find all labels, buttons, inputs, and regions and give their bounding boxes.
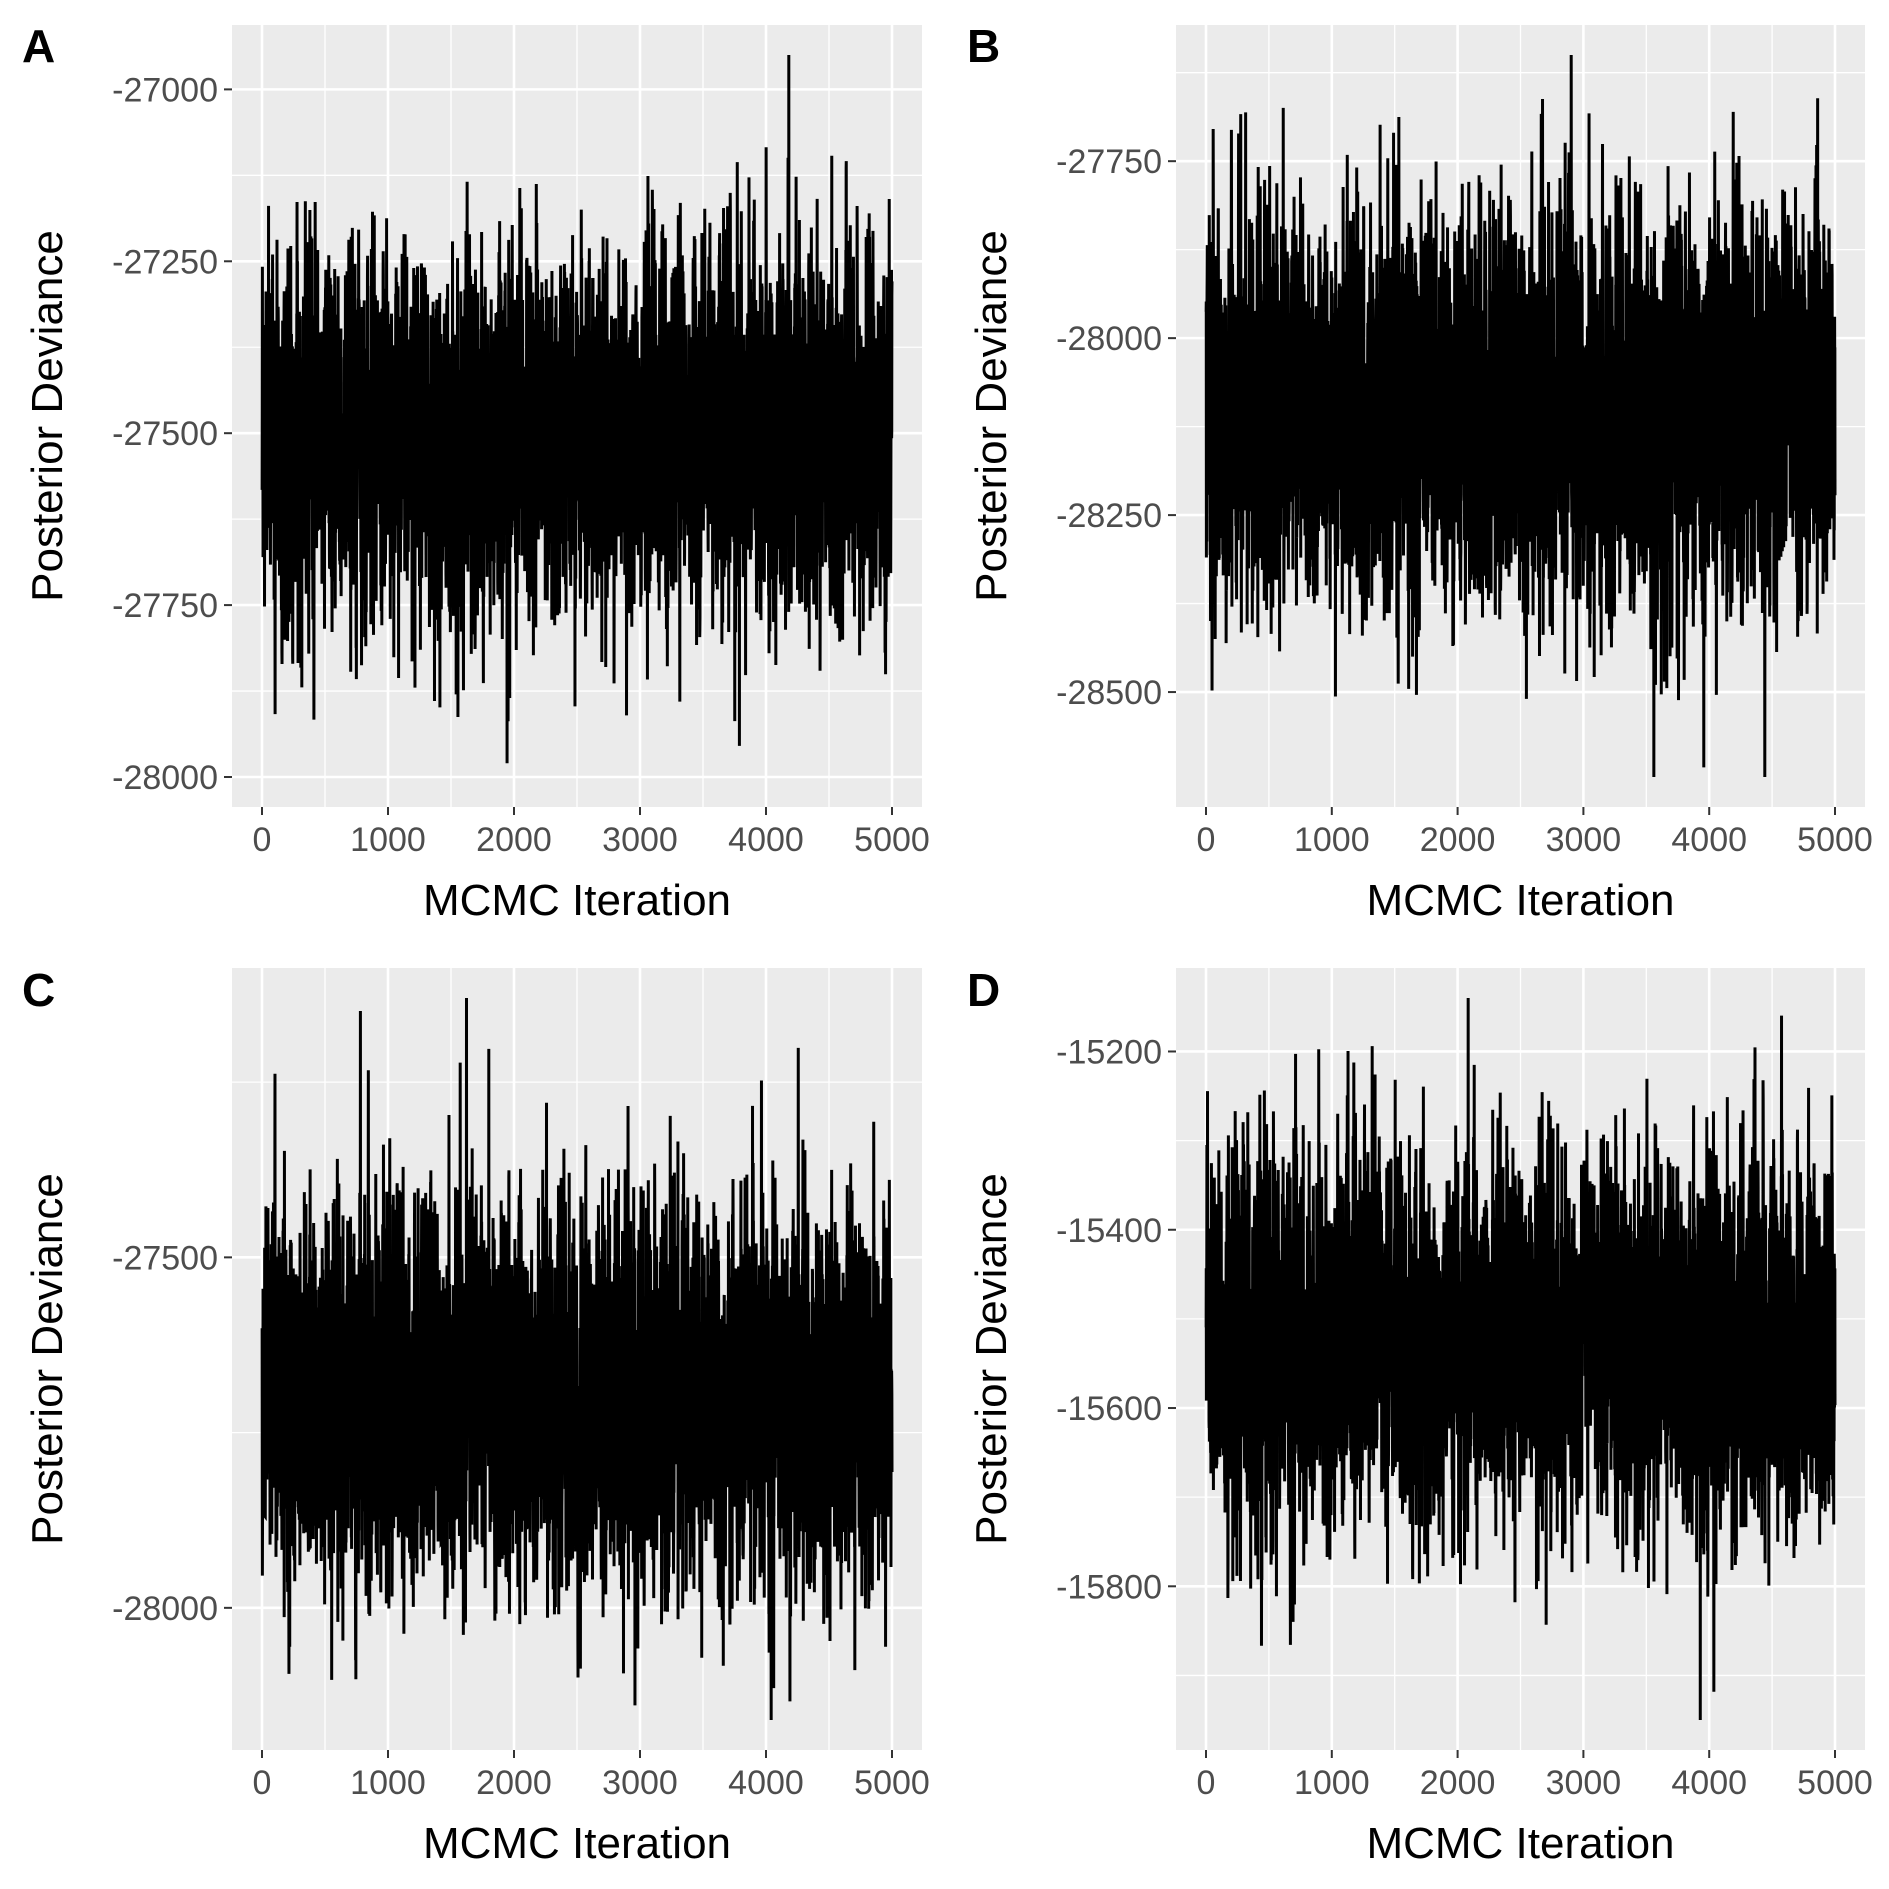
y-tick-label: -28500: [1056, 674, 1162, 712]
x-tick-label: 4000: [728, 821, 804, 859]
y-tick-label: -15200: [1056, 1033, 1162, 1071]
y-axis-title: Posterior Deviance: [23, 1173, 72, 1545]
x-tick-label: 1000: [350, 821, 426, 859]
panel-letter: A: [22, 20, 55, 72]
x-tick-label: 1000: [1294, 821, 1370, 859]
panel-c: 0 1000 2000 3000 4000 5000 -27500 -28000 MCMC It…: [22, 964, 930, 1868]
y-axis-title: Posterior Deviance: [967, 230, 1016, 602]
y-tick-label: -15600: [1056, 1390, 1162, 1428]
x-tick-label: 0: [253, 821, 272, 859]
y-tick-label: -27500: [112, 1239, 218, 1277]
y-tick-label: -28250: [1056, 497, 1162, 535]
x-tick-label: 1000: [1294, 1764, 1370, 1802]
panel-letter: C: [22, 964, 55, 1016]
x-axis-title: MCMC Iteration: [423, 876, 731, 925]
y-tick-label: -15400: [1056, 1212, 1162, 1250]
x-axis-title: MCMC Iteration: [423, 1819, 731, 1868]
x-tick-label: 2000: [1420, 1764, 1496, 1802]
x-tick-label: 3000: [1546, 821, 1622, 859]
x-tick-label: 1000: [350, 1764, 426, 1802]
x-tick-label: 2000: [476, 1764, 552, 1802]
panel-a: 0 1000 2000 3000 4000 5000 -27000 -27250 -27500 -…: [22, 20, 930, 925]
x-tick-label: 2000: [1420, 821, 1496, 859]
y-tick-label: -27750: [1056, 143, 1162, 181]
trace-line: [260, 54, 894, 764]
y-axis-title: Posterior Deviance: [23, 230, 72, 602]
panel-d: 0 1000 2000 3000 4000 5000 -15200 -15400 -15600 -…: [967, 964, 1873, 1868]
x-axis-title: MCMC Iteration: [1366, 1819, 1674, 1868]
x-tick-label: 2000: [476, 821, 552, 859]
x-tick-label: 3000: [602, 821, 678, 859]
trace-line: [260, 997, 894, 1721]
x-axis-title: MCMC Iteration: [1366, 876, 1674, 925]
x-tick-label: 0: [1197, 821, 1216, 859]
panel-letter: B: [967, 20, 1000, 72]
x-tick-label: 4000: [1671, 821, 1747, 859]
y-tick-label: -28000: [1056, 320, 1162, 358]
y-axis-title: Posterior Deviance: [967, 1173, 1016, 1545]
x-tick-label: 4000: [1671, 1764, 1747, 1802]
panel-b: 0 1000 2000 3000 4000 5000 -27750 -28000 -28250 -…: [967, 20, 1873, 925]
y-tick-label: -15800: [1056, 1568, 1162, 1606]
y-tick-label: -27500: [112, 415, 218, 453]
x-tick-label: 4000: [728, 1764, 804, 1802]
y-tick-label: -28000: [112, 759, 218, 797]
x-tick-label: 5000: [1797, 1764, 1873, 1802]
x-tick-label: 5000: [854, 821, 930, 859]
x-tick-label: 3000: [602, 1764, 678, 1802]
y-tick-label: -27750: [112, 587, 218, 625]
x-tick-label: 5000: [854, 1764, 930, 1802]
y-tick-label: -27250: [112, 243, 218, 281]
y-tick-label: -28000: [112, 1590, 218, 1628]
trace-line: [1204, 997, 1837, 1721]
y-tick-label: -27000: [112, 71, 218, 109]
x-tick-label: 0: [1197, 1764, 1216, 1802]
trace-line: [1204, 54, 1837, 778]
panel-letter: D: [967, 964, 1000, 1016]
x-tick-label: 5000: [1797, 821, 1873, 859]
x-tick-label: 3000: [1546, 1764, 1622, 1802]
x-tick-label: 0: [253, 1764, 272, 1802]
